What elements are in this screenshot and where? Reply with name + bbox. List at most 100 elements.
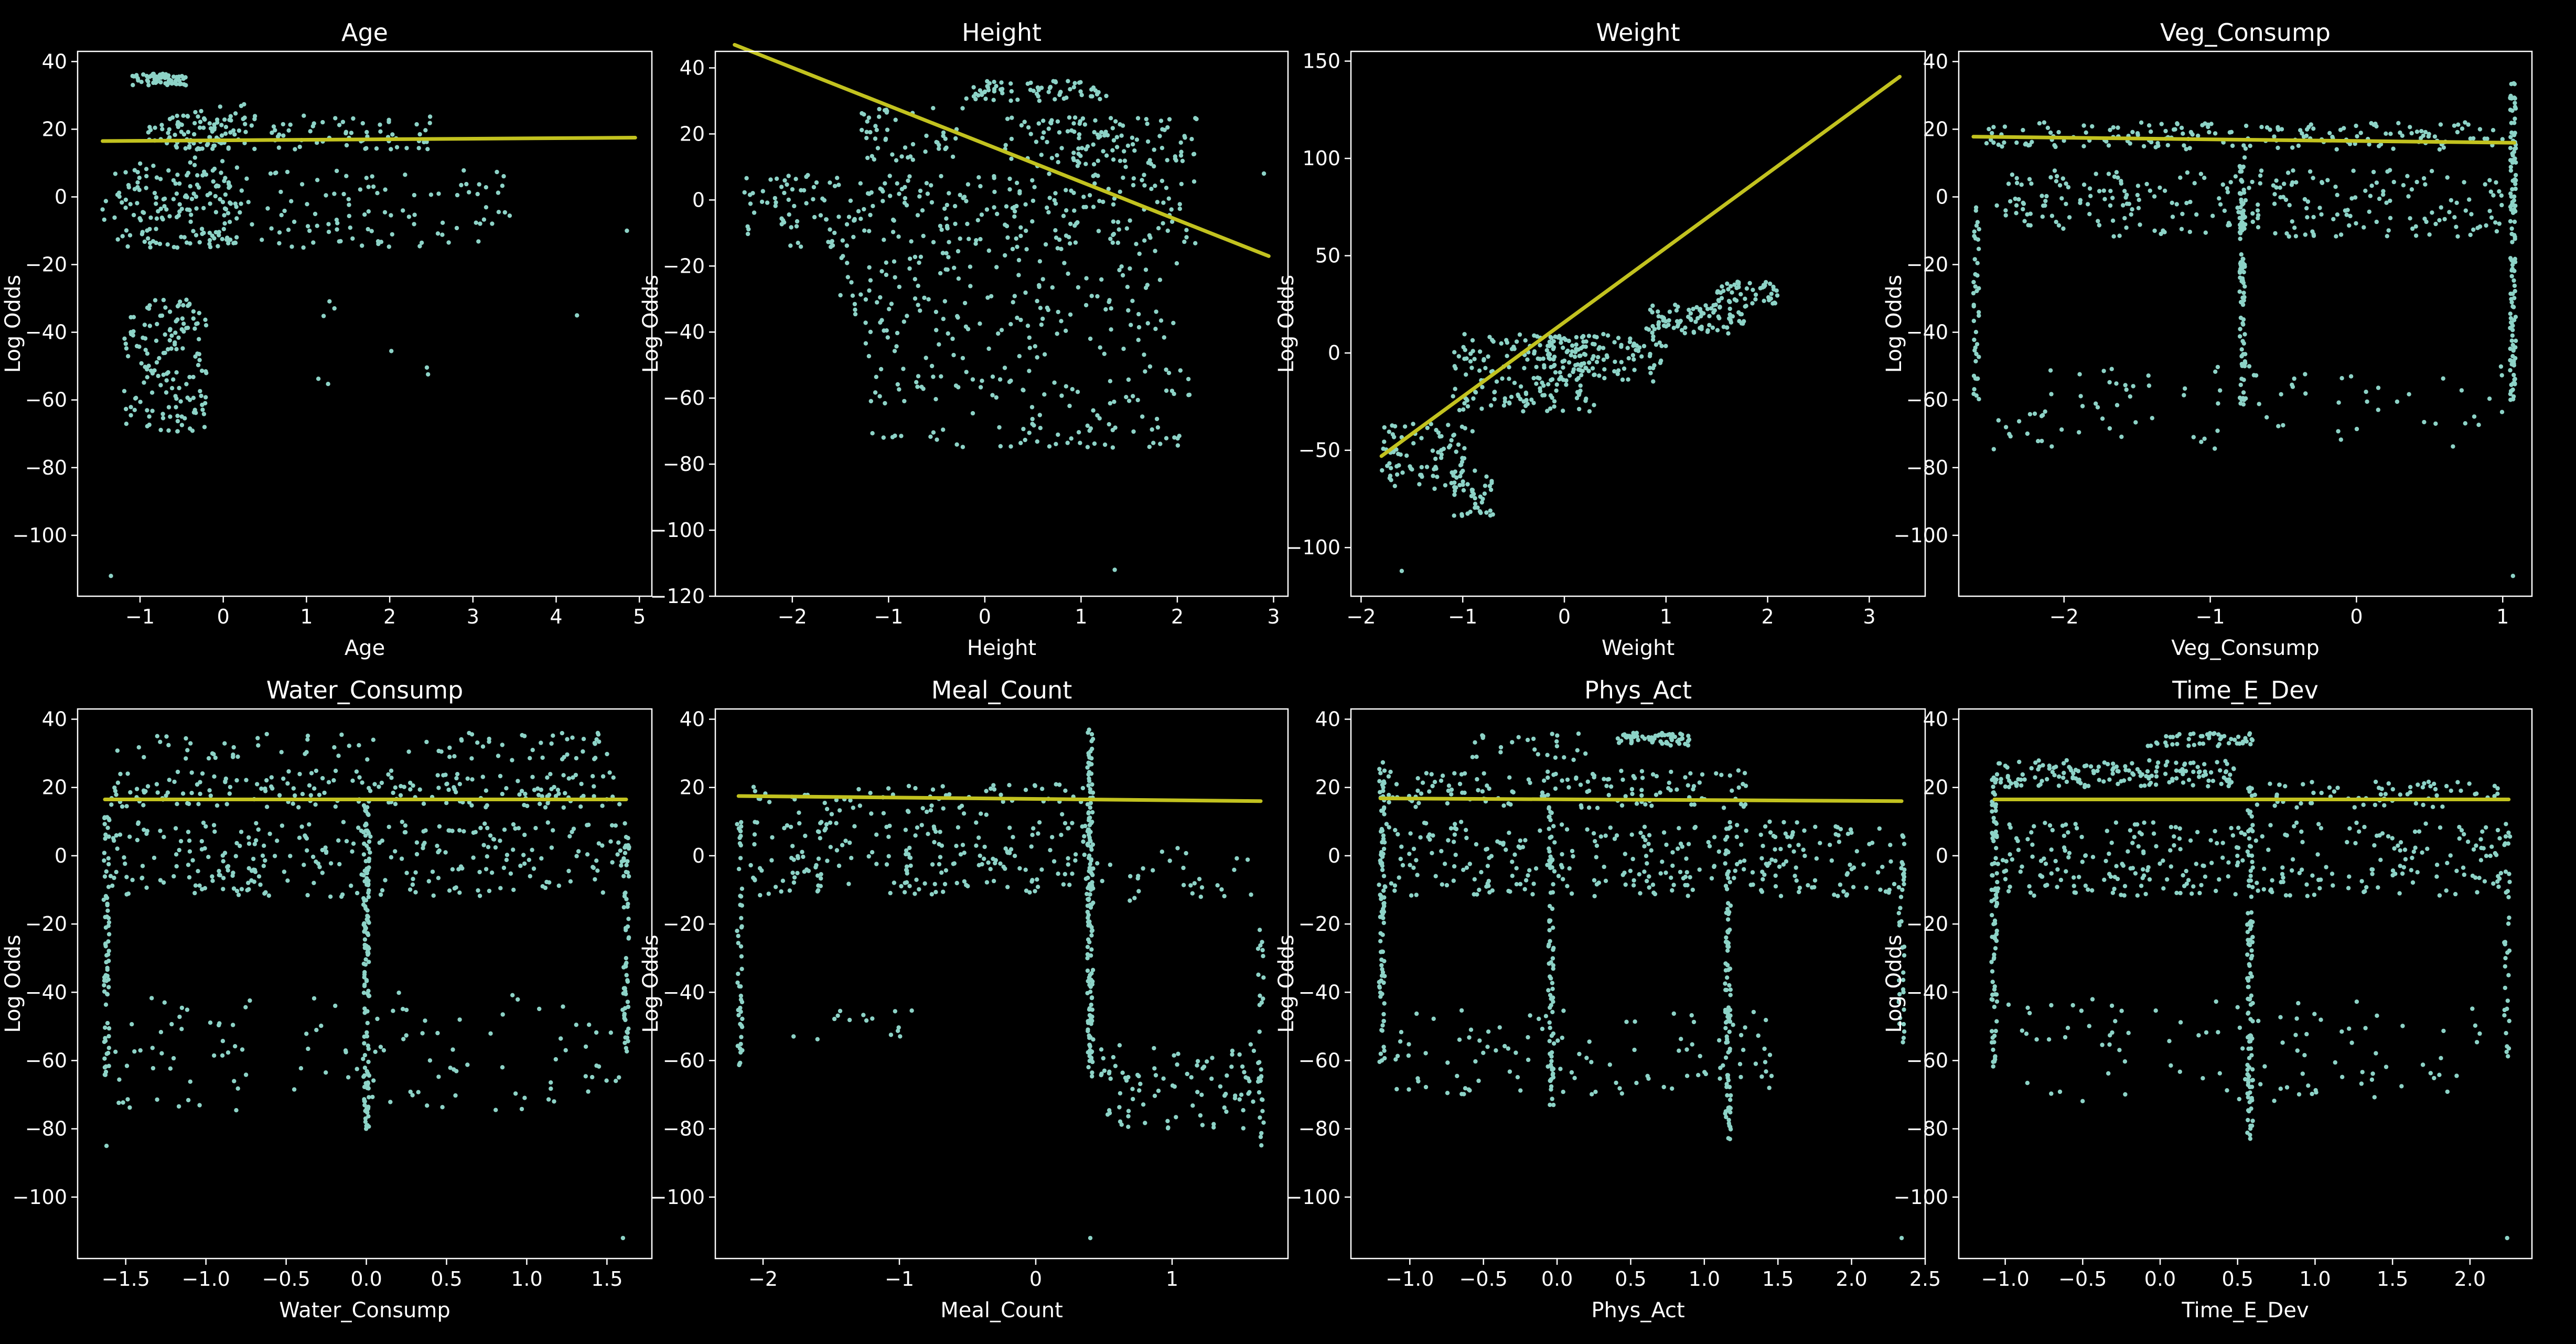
chart-5-point-567: [1086, 1020, 1091, 1025]
chart-0-point-105: [195, 173, 200, 178]
chart-4-point-435: [324, 850, 329, 855]
chart-0-point-475: [435, 231, 441, 236]
chart-6-point-395: [1433, 874, 1438, 879]
chart-5-point-292: [1215, 883, 1220, 888]
chart-3-point-533: [1973, 330, 1979, 335]
chart-0-point-164: [137, 175, 142, 180]
chart-5-point-149: [796, 856, 801, 861]
chart-3-point-293: [2218, 202, 2223, 207]
chart-5-point-357: [1119, 1122, 1124, 1127]
chart-1-point-330: [944, 216, 949, 221]
chart-2-title: Weight: [1596, 18, 1680, 47]
chart-6-point-324: [1444, 883, 1450, 888]
chart-0-point-62: [227, 220, 232, 224]
chart-4-xtick-label-1: −1.0: [182, 1267, 230, 1291]
chart-4-point-71: [565, 752, 570, 757]
chart-4-point-12: [158, 739, 163, 745]
chart-1-point-418: [804, 201, 809, 206]
chart-5-point-284: [1175, 846, 1180, 851]
chart-1-point-577: [884, 328, 889, 333]
chart-0-point-219: [145, 375, 149, 380]
chart-4-point-236: [175, 802, 179, 807]
chart-6-point-175: [1606, 777, 1612, 782]
chart-4-point-329: [574, 854, 579, 858]
chart-0-point-187: [201, 206, 206, 211]
chart-3-point-79: [2002, 140, 2006, 145]
chart-2-point-348: [1561, 378, 1565, 382]
chart-5-point-612: [1087, 1033, 1091, 1038]
chart-4-point-662: [232, 1079, 237, 1083]
chart-0-point-648: [207, 135, 212, 139]
chart-5-point-337: [1190, 1103, 1195, 1108]
chart-3-point-299: [2040, 193, 2044, 198]
chart-3-point-62: [2466, 122, 2471, 127]
chart-5-point-166: [932, 826, 937, 831]
chart-4-point-647: [423, 1018, 427, 1023]
chart-0-point-453: [481, 217, 487, 222]
chart-1-point-514: [926, 297, 931, 302]
chart-2-point-331: [1582, 361, 1586, 366]
chart-5-xtick-label-1: −1: [885, 1267, 914, 1291]
chart-0-point-640: [211, 143, 216, 148]
chart-4-point-124: [393, 802, 398, 807]
chart-4-point-536: [299, 824, 304, 829]
chart-3-point-251: [2014, 176, 2019, 180]
chart-3-point-475: [2043, 409, 2047, 414]
chart-5-point-605: [1089, 857, 1093, 862]
chart-5-point-130: [782, 826, 787, 831]
chart-5-point-289: [1108, 862, 1113, 867]
chart-1-point-213: [874, 127, 879, 132]
chart-1-point-45: [1008, 81, 1013, 86]
chart-0-point-145: [159, 216, 164, 220]
chart-5-point-628: [1260, 1109, 1265, 1113]
chart-5-point-599: [1087, 897, 1091, 901]
chart-0-point-492: [299, 182, 305, 187]
chart-1-point-178: [1072, 130, 1077, 134]
chart-1-point-537: [1050, 285, 1055, 290]
chart-5-point-125: [1031, 826, 1036, 831]
chart-4-point-0: [581, 749, 585, 754]
chart-3-point-404: [2226, 221, 2231, 225]
chart-6-point-351: [1837, 840, 1842, 844]
chart-5-point-261: [982, 856, 986, 861]
chart-6-point-204: [1773, 858, 1778, 863]
chart-3-point-193: [2362, 225, 2366, 230]
chart-2-point-242: [1517, 332, 1522, 337]
chart-0-point-319: [169, 333, 174, 338]
chart-1-point-157: [1059, 146, 1064, 150]
chart-4-point-742: [102, 1056, 107, 1061]
chart-3-point-460: [2339, 376, 2344, 381]
chart-2-point-303: [1602, 375, 1607, 381]
chart-0-point-214: [167, 309, 173, 314]
chart-3-point-234: [2014, 211, 2019, 216]
chart-6-point-58: [1647, 737, 1652, 742]
chart-0-point-65: [194, 194, 199, 199]
chart-4-point-261: [223, 780, 228, 784]
chart-3-point-379: [2409, 187, 2414, 192]
chart-1-point-133: [1132, 148, 1137, 153]
chart-0-point-534: [239, 188, 244, 193]
chart-2-point-187: [1554, 388, 1559, 393]
chart-5-point-187: [759, 868, 764, 873]
chart-4-point-732: [106, 923, 111, 928]
chart-5-point-251: [904, 867, 909, 873]
chart-5-point-201: [1007, 825, 1012, 830]
chart-0-point-123: [123, 197, 128, 202]
chart-0-point-99: [228, 238, 233, 242]
chart-2-point-238: [1544, 348, 1549, 353]
chart-3-point-436: [2347, 223, 2352, 228]
chart-3-point-88: [2045, 125, 2051, 130]
chart-6-point-261: [1697, 867, 1702, 872]
chart-3-point-133: [2056, 130, 2061, 135]
chart-6-point-311: [1638, 831, 1643, 835]
chart-4-point-670: [396, 991, 401, 995]
chart-3-point-787: [2510, 187, 2515, 192]
chart-1-point-209: [893, 117, 898, 122]
chart-3-point-383: [2225, 186, 2229, 191]
chart-4-point-924: [621, 905, 626, 910]
chart-2-point-330: [1625, 346, 1630, 350]
chart-3-point-546: [1971, 291, 1976, 296]
chart-1-point-429: [828, 180, 832, 185]
chart-6-point-241: [1567, 866, 1572, 871]
chart-5-point-367: [1126, 1109, 1131, 1113]
